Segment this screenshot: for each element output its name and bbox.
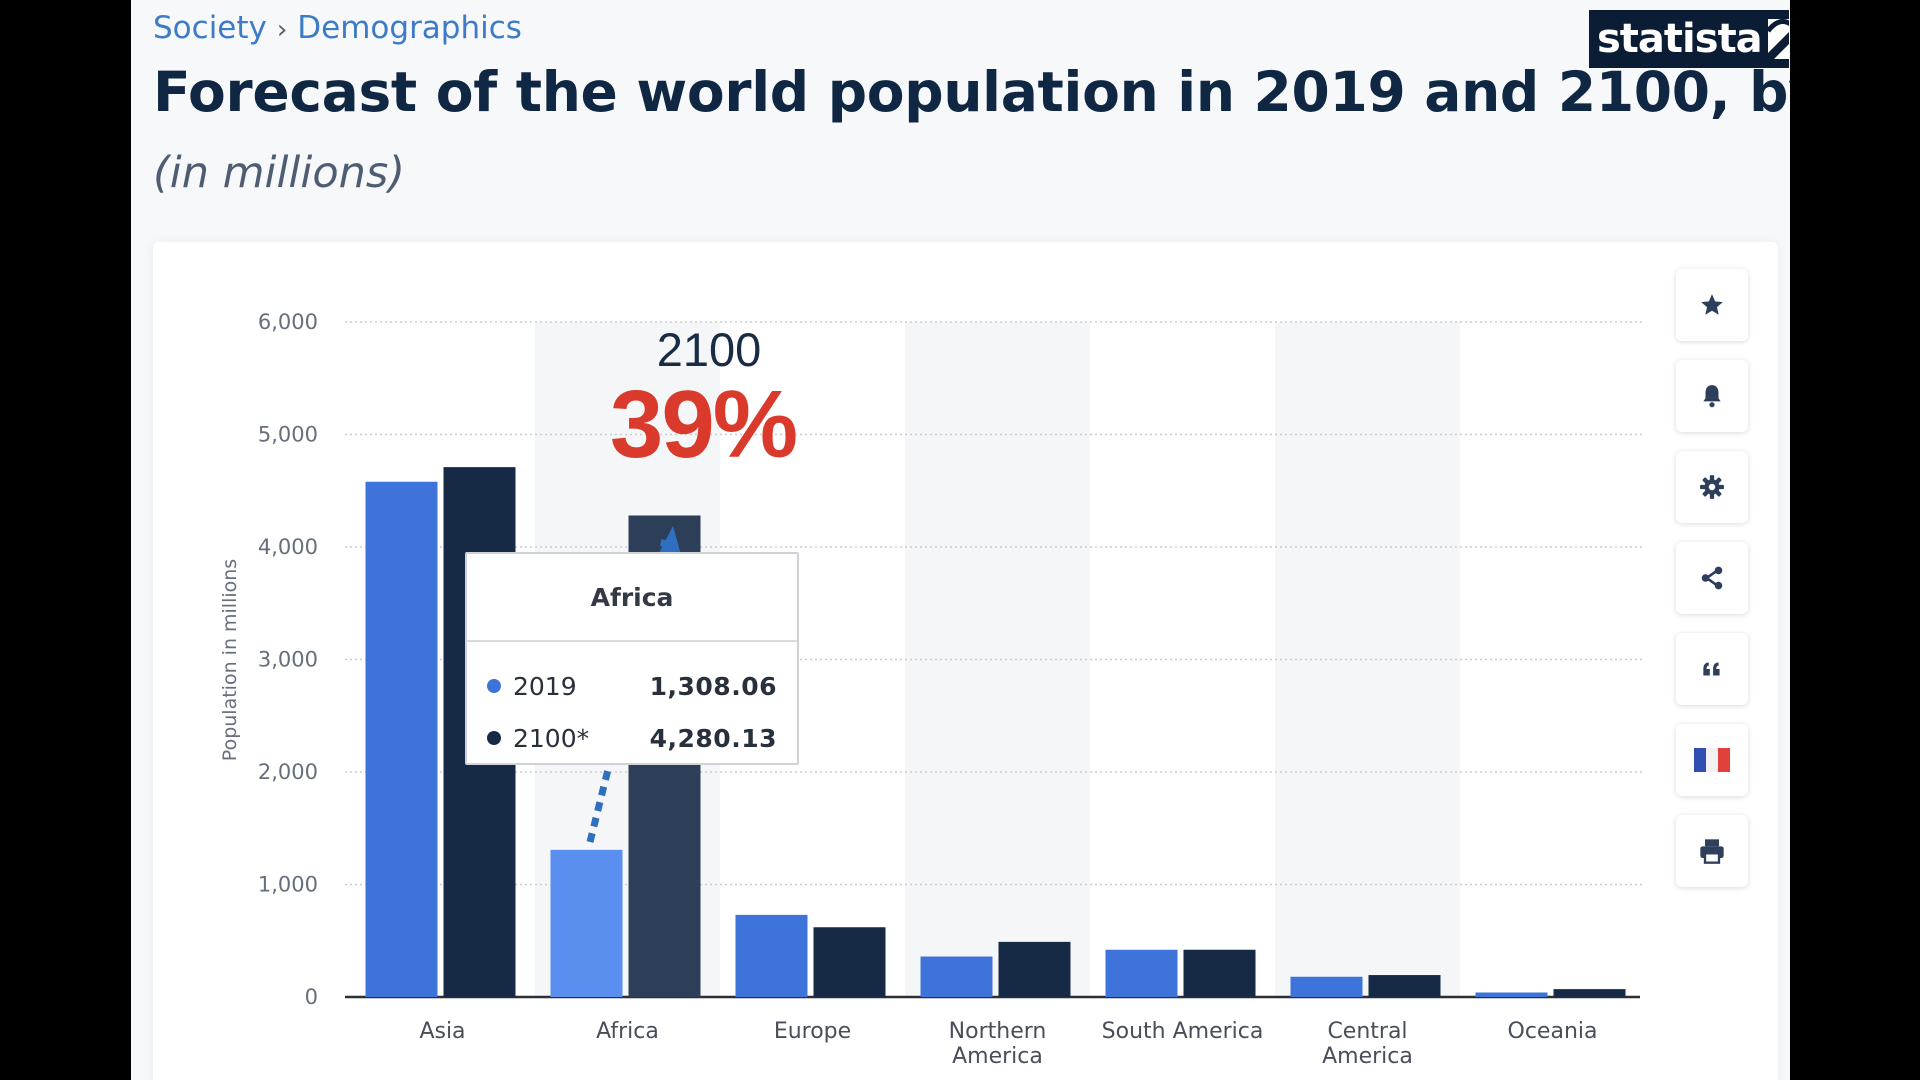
breadcrumb-society-link[interactable]: Society: [153, 10, 267, 46]
print-button[interactable]: [1676, 815, 1748, 887]
page: Society › Demographics Forecast of the wor…: [131, 0, 1790, 1080]
language-button[interactable]: [1676, 724, 1748, 796]
bar-2019-europe: [735, 914, 808, 997]
y-tick-label: 1,000: [258, 873, 318, 897]
french-flag-icon: [1694, 748, 1730, 772]
category-band: [1275, 322, 1460, 997]
bar-2100-south-america: [1183, 949, 1256, 997]
share-icon: [1701, 566, 1723, 590]
page-title: Forecast of the world population in 2019…: [153, 60, 1790, 124]
bar-2100-central-america: [1368, 975, 1441, 997]
chart-card: 0 1,000 2,000 3,000 4,000 5,000 6,000 Populatio…: [153, 242, 1778, 1080]
y-tick-label: 4,000: [258, 535, 318, 559]
breadcrumb-separator: ›: [276, 15, 288, 45]
x-tick-label: Africa: [596, 1019, 659, 1044]
y-axis-title: Population in millions: [219, 559, 241, 761]
breadcrumb: Society › Demographics: [153, 10, 522, 46]
bar-2100-northern-america: [998, 941, 1071, 997]
category-band: [905, 322, 1090, 997]
printer-icon: [1700, 839, 1724, 864]
chart-tooltip: Africa 2019 1,308.06 2100* 4,280.13: [465, 552, 799, 765]
series-2100-dot-icon: [487, 731, 501, 745]
annotation-year: 2100: [656, 323, 762, 376]
tooltip-title: Africa: [467, 554, 797, 642]
cite-button[interactable]: [1676, 633, 1748, 705]
statista-logo[interactable]: statista: [1589, 10, 1789, 68]
x-tick-label: America: [1322, 1044, 1413, 1069]
series-2019-dot-icon: [487, 679, 501, 693]
x-tick-label: America: [952, 1044, 1043, 1069]
bar-2019-south-america: [1105, 949, 1178, 997]
logo-text: statista: [1597, 16, 1763, 62]
x-tick-label: Asia: [419, 1019, 465, 1044]
bar-chart: 0 1,000 2,000 3,000 4,000 5,000 6,000 Populatio…: [219, 310, 1643, 1069]
logo-mark-icon: [1767, 19, 1789, 59]
annotation-percent: 39%: [609, 371, 798, 478]
notification-button[interactable]: [1676, 360, 1748, 432]
share-button[interactable]: [1676, 542, 1748, 614]
tooltip-row-2019: 2019 1,308.06: [487, 666, 777, 706]
y-tick-label: 6,000: [258, 310, 318, 334]
bar-2100-oceania: [1553, 989, 1626, 997]
bar-2100-europe: [813, 927, 886, 997]
y-tick-label: 0: [305, 985, 318, 1009]
y-tick-label: 2,000: [258, 760, 318, 784]
x-tick-label: Central: [1327, 1019, 1407, 1044]
x-tick-label: Europe: [774, 1019, 851, 1044]
tooltip-row-value: 1,308.06: [649, 671, 777, 701]
tooltip-row-value: 4,280.13: [649, 723, 777, 753]
settings-button[interactable]: [1676, 451, 1748, 523]
x-tick-label: South America: [1102, 1019, 1264, 1044]
tooltip-row-label: 2100*: [513, 723, 590, 753]
page-subtitle: (in millions): [153, 148, 406, 198]
x-tick-label: Oceania: [1508, 1019, 1598, 1044]
y-tick-label: 5,000: [258, 423, 318, 447]
star-icon: [1701, 294, 1723, 315]
bar-2019-northern-america: [920, 956, 993, 997]
bell-icon: [1703, 385, 1721, 408]
bar-2019-africa: [550, 849, 623, 997]
gear-icon: [1700, 475, 1724, 499]
y-tick-label: 3,000: [258, 648, 318, 672]
breadcrumb-demographics-link[interactable]: Demographics: [297, 10, 522, 46]
bar-2019-central-america: [1290, 976, 1363, 997]
tooltip-row-label: 2019: [513, 671, 577, 701]
bar-2019-oceania: [1475, 992, 1548, 997]
quote-icon: [1703, 662, 1720, 676]
favorite-button[interactable]: [1676, 269, 1748, 341]
x-tick-label: Northern: [949, 1019, 1047, 1044]
bar-2019-asia: [365, 481, 438, 997]
tooltip-row-2100: 2100* 4,280.13: [487, 718, 777, 758]
